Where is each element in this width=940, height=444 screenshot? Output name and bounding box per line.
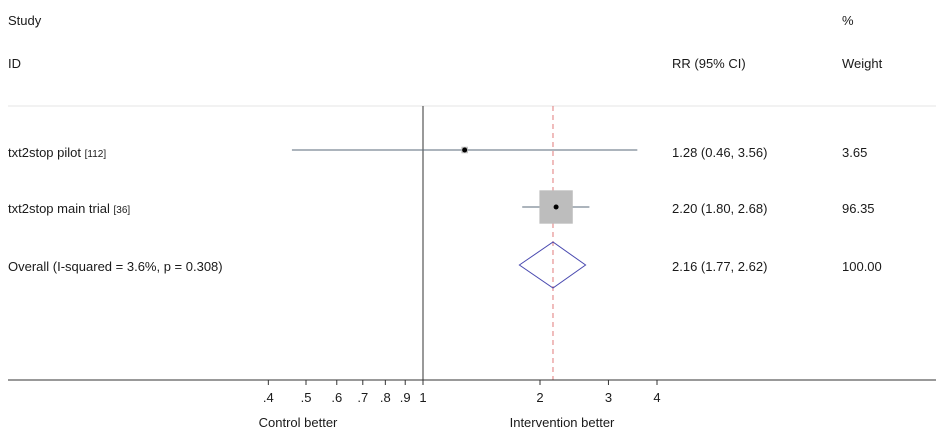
x-tick-label: .6: [331, 390, 343, 405]
study-label: txt2stop main trial [36]: [8, 202, 130, 216]
study-rr-text: 2.20 (1.80, 2.68): [672, 201, 768, 216]
overall-weight-text: 100.00: [842, 259, 882, 274]
study-name: txt2stop main trial: [8, 201, 110, 216]
overall-label: Overall (I-squared = 3.6%, p = 0.308): [8, 259, 223, 274]
x-tick-label: 4: [653, 390, 661, 405]
x-tick-label: 3: [604, 390, 613, 405]
study-label: txt2stop pilot [112]: [8, 146, 106, 160]
overall-rr-text: 2.16 (1.77, 2.62): [672, 259, 768, 274]
direction-label-left: Control better: [258, 415, 338, 430]
header-effect: RR (95% CI): [672, 56, 746, 71]
study-reference: [112]: [84, 149, 107, 160]
direction-label-right: Intervention better: [509, 415, 615, 430]
x-tick-label: .5: [300, 390, 312, 405]
header-study: Study: [8, 13, 42, 28]
header-weight: Weight: [842, 56, 883, 71]
study-reference: [36]: [113, 205, 131, 216]
x-tick-label: .9: [399, 390, 411, 405]
x-tick-label: .8: [379, 390, 391, 405]
study-weight-text: 3.65: [842, 145, 868, 160]
overall-diamond: [518, 241, 587, 289]
study-name: txt2stop pilot: [8, 145, 81, 160]
study-point: [553, 204, 559, 210]
x-tick-label: 1: [419, 390, 427, 405]
x-tick-label: .7: [357, 390, 369, 405]
header-id: ID: [8, 56, 21, 71]
study-weight-text: 96.35: [842, 201, 875, 216]
x-tick-label: 2: [536, 390, 544, 405]
study-rr-text: 1.28 (0.46, 3.56): [672, 145, 768, 160]
header-weight-percent: %: [842, 13, 854, 28]
x-tick-label: .4: [262, 390, 274, 405]
study-point: [462, 147, 468, 153]
